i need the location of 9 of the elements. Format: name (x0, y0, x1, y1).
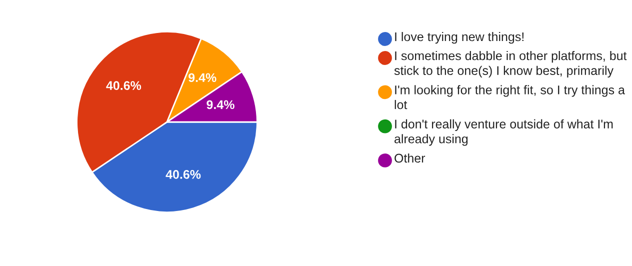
data-label: 40.6% (106, 81, 142, 90)
legend-label: Other (394, 153, 426, 163)
legend-label: I don't really venture outside of what I'm already using (394, 119, 613, 146)
legend-label: I love trying new things! (395, 32, 524, 44)
data-label: 40.6% (166, 170, 201, 179)
data-label: 9.4% (188, 73, 216, 82)
data-label: 9.4% (206, 100, 234, 110)
legend-label: I'm looking for the right fit, so I try things a lot (394, 85, 625, 110)
legend-label: I sometimes dabble in other platforms, but stick to the one(s) I know best, primarily (394, 51, 627, 78)
